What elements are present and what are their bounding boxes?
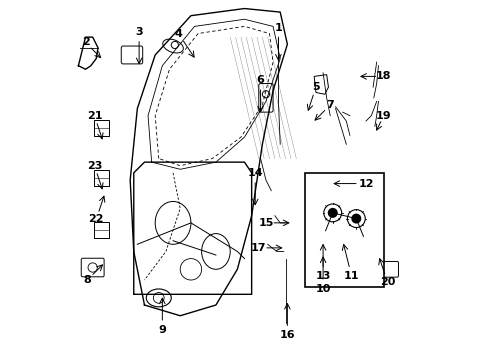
Text: 22: 22	[88, 214, 104, 224]
Text: 11: 11	[343, 271, 359, 282]
Text: 15: 15	[258, 218, 273, 228]
Text: 21: 21	[86, 111, 102, 121]
Bar	[94, 222, 108, 238]
Text: 8: 8	[83, 275, 91, 285]
Text: 16: 16	[279, 330, 295, 341]
Text: 17: 17	[250, 243, 266, 253]
FancyBboxPatch shape	[81, 258, 104, 277]
Text: 23: 23	[86, 161, 102, 171]
Text: 13: 13	[315, 271, 330, 282]
Bar	[94, 170, 108, 186]
Text: 4: 4	[174, 28, 182, 39]
Text: 5: 5	[311, 82, 319, 92]
Ellipse shape	[163, 39, 183, 53]
Text: 19: 19	[375, 111, 391, 121]
Circle shape	[351, 214, 360, 223]
Circle shape	[328, 208, 336, 217]
Text: 20: 20	[379, 277, 394, 287]
FancyBboxPatch shape	[258, 84, 272, 112]
FancyBboxPatch shape	[379, 261, 398, 277]
Ellipse shape	[146, 289, 171, 307]
Text: 3: 3	[135, 27, 142, 37]
Text: 1: 1	[274, 23, 282, 33]
Text: 7: 7	[325, 100, 333, 110]
Text: 2: 2	[81, 37, 89, 48]
FancyBboxPatch shape	[121, 46, 142, 64]
Text: 10: 10	[315, 284, 330, 294]
Bar	[94, 120, 108, 136]
Text: 6: 6	[256, 75, 264, 85]
Text: 14: 14	[247, 168, 263, 178]
Bar	[305, 173, 383, 287]
Text: 12: 12	[358, 179, 373, 189]
Text: 18: 18	[375, 71, 391, 81]
Text: 9: 9	[158, 325, 166, 335]
